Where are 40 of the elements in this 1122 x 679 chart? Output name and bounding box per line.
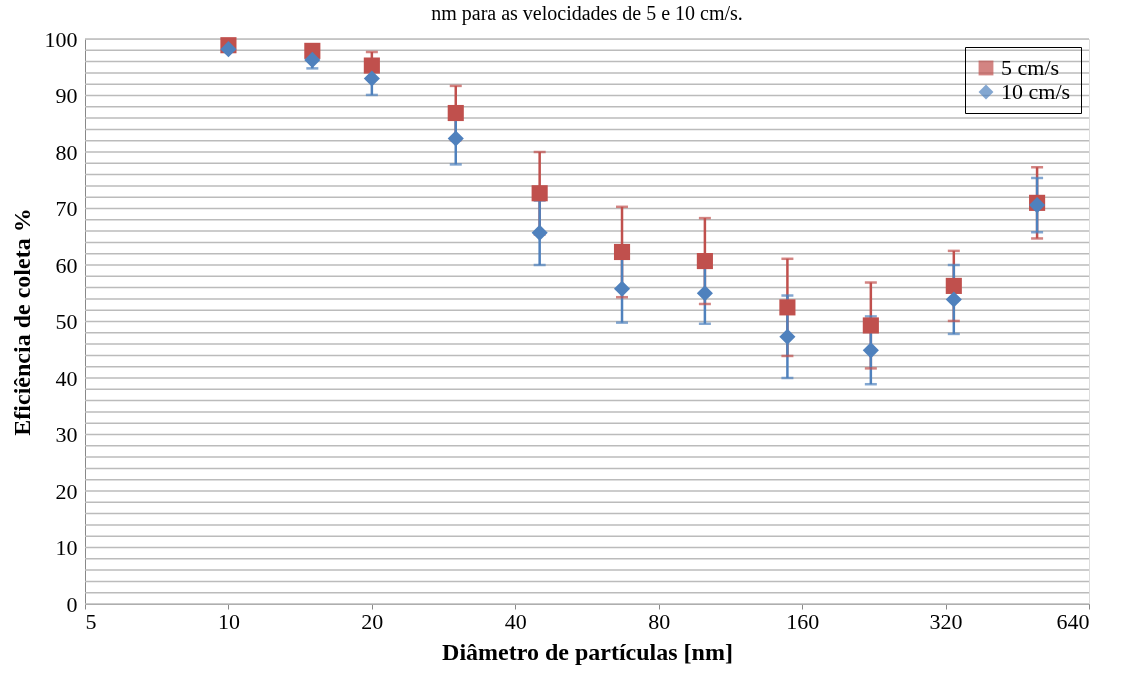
point [862, 342, 879, 359]
y-tick-label: 60 [55, 252, 78, 278]
chart-title: nm para as velocidades de 5 e 10 cm/s. [431, 2, 743, 25]
x-axis-title: Diâmetro de partículas [nm] [442, 638, 733, 665]
point [363, 70, 380, 87]
y-tick-label: 50 [55, 309, 78, 334]
legend-label: 5 cm/s [1001, 55, 1060, 80]
y-tick-label: 10 [55, 535, 78, 560]
y-axis-title: Eficiência de coleta % [8, 208, 35, 436]
point [363, 57, 380, 74]
y-tick-label: 30 [55, 422, 78, 447]
x-tick-label: 320 [929, 608, 963, 634]
point [613, 280, 631, 297]
point [531, 185, 548, 202]
x-tick-label: 40 [504, 608, 527, 634]
y-tick-label: 40 [55, 365, 78, 391]
point [447, 104, 464, 122]
point [945, 291, 962, 308]
x-tick-label: 5 [85, 608, 97, 634]
legend-label: 10 cm/s [1001, 79, 1071, 104]
point [862, 317, 879, 334]
point [696, 285, 713, 302]
point [613, 243, 631, 261]
y-tick-label: 0 [66, 591, 78, 617]
x-tick-label: 80 [648, 608, 671, 634]
y-tick-label: 90 [55, 83, 78, 108]
y-tick-label: 20 [55, 478, 78, 504]
x-tick-label: 20 [361, 608, 384, 634]
y-tick-label: 70 [55, 196, 78, 221]
x-tick-label: 160 [786, 608, 820, 634]
y-tick-label: 80 [55, 139, 78, 165]
x-tick-label: 10 [217, 608, 240, 634]
point [696, 252, 713, 270]
point [945, 277, 962, 294]
point [779, 328, 796, 345]
y-tick-label: 100 [44, 26, 78, 52]
point [531, 224, 548, 241]
point [779, 299, 796, 316]
point [447, 130, 464, 147]
x-tick-label: 640 [1056, 608, 1090, 634]
